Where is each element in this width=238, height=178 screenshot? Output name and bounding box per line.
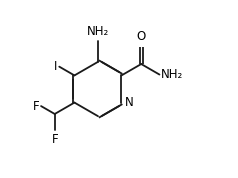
Text: NH₂: NH₂ — [87, 25, 109, 38]
Text: O: O — [137, 30, 146, 43]
Text: F: F — [33, 100, 40, 112]
Text: I: I — [54, 60, 58, 73]
Text: NH₂: NH₂ — [161, 68, 183, 81]
Text: N: N — [125, 96, 133, 109]
Text: F: F — [51, 133, 58, 146]
